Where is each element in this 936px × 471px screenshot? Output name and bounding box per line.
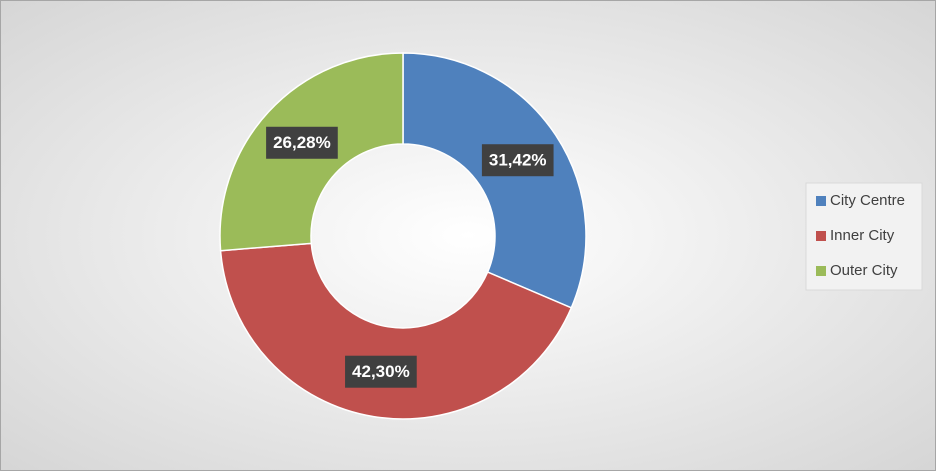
legend-label: Outer City [830, 262, 898, 279]
value-label: 31,42% [489, 151, 547, 170]
value-label: 42,30% [352, 362, 410, 381]
value-label: 26,28% [273, 133, 331, 152]
legend-swatch [816, 196, 826, 206]
donut-segment [402, 52, 587, 309]
legend-label: Inner City [830, 227, 895, 244]
value-label-box [481, 144, 554, 177]
legend-swatch [816, 266, 826, 276]
legend-swatch [816, 231, 826, 241]
donut-segment [219, 242, 573, 420]
value-label-box [345, 355, 417, 388]
legend-label: City Centre [830, 192, 905, 209]
value-label-box [266, 126, 338, 159]
